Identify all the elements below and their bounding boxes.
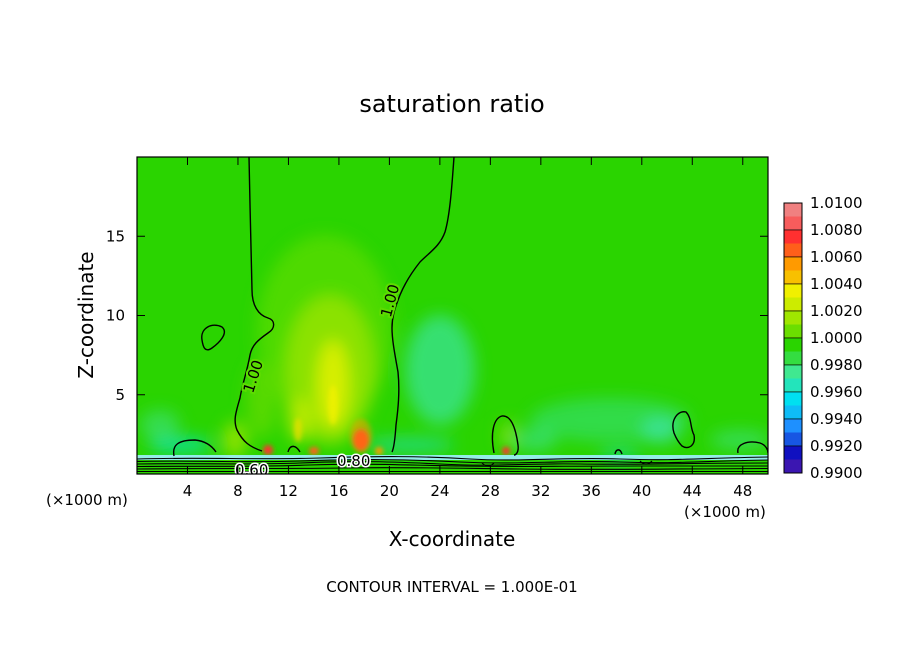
colorbar-level-label: 1.0100 <box>810 194 863 212</box>
x-axis: 4 8 12 16 20 24 28 32 36 40 44 48 <box>183 157 752 500</box>
y-tick-label: 15 <box>106 227 125 245</box>
colorbar-level-label: 1.0080 <box>810 221 863 239</box>
surface-band <box>137 455 768 460</box>
colorbar-level-label: 1.0000 <box>810 329 863 347</box>
colorbar-blend <box>784 297 802 311</box>
y-tick-label: 10 <box>106 307 125 325</box>
y-axis: 5 10 15 <box>106 227 768 404</box>
contour-label: 0.60 <box>235 461 268 479</box>
y-tick-label: 5 <box>115 386 125 404</box>
plot-area: 1.00 1.00 0.60 0.80 <box>137 157 768 479</box>
contour-1.00 <box>172 157 768 457</box>
chart-title: saturation ratio <box>359 90 544 118</box>
x-axis-label: X-coordinate <box>389 527 516 551</box>
contour-label: 0.80 <box>337 452 370 470</box>
x-tick-label: 28 <box>481 482 500 500</box>
colorbar-blend <box>784 405 802 419</box>
x-unit-left: (×1000 m) <box>46 491 128 509</box>
x-tick-label: 40 <box>632 482 651 500</box>
colorbar-level-label: 0.9920 <box>810 437 863 455</box>
colorbar-blend <box>784 351 802 365</box>
colorbar-level-label: 0.9940 <box>810 410 863 428</box>
contour-interval-note: CONTOUR INTERVAL = 1.000E-01 <box>326 578 577 596</box>
x-tick-label: 44 <box>683 482 702 500</box>
colorbar-blend <box>784 243 802 257</box>
colorbar-blend <box>784 216 802 230</box>
contour-labels: 1.00 1.00 0.60 0.80 <box>234 280 406 479</box>
x-tick-label: 32 <box>531 482 550 500</box>
colorbar-level-label: 1.0020 <box>810 302 863 320</box>
colorbar: 1.0100 1.0080 1.0060 1.0040 1.0020 1.0000 0.99… <box>783 194 863 482</box>
x-tick-label: 12 <box>279 482 298 500</box>
x-tick-label: 20 <box>380 482 399 500</box>
colorbar-blend <box>784 378 802 392</box>
colorbar-frame <box>783 202 803 474</box>
x-tick-label: 48 <box>733 482 752 500</box>
x-tick-label: 8 <box>233 482 243 500</box>
y-axis-label: Z-coordinate <box>74 251 98 378</box>
x-tick-label: 16 <box>329 482 348 500</box>
x-unit-right: (×1000 m) <box>684 503 766 521</box>
colorbar-level-label: 1.0040 <box>810 275 863 293</box>
x-tick-label: 4 <box>183 482 193 500</box>
hot-spots <box>263 385 510 455</box>
x-tick-label: 36 <box>582 482 601 500</box>
color-field <box>140 235 768 460</box>
colorbar-blend <box>784 324 802 338</box>
colorbar-level-label: 1.0060 <box>810 248 863 266</box>
colorbar-blend <box>784 459 802 473</box>
colorbar-level-label: 0.9980 <box>810 356 863 374</box>
x-tick-label: 24 <box>430 482 449 500</box>
colorbar-level-label: 0.9900 <box>810 464 863 482</box>
colorbar-level-label: 0.9960 <box>810 383 863 401</box>
colorbar-blend <box>784 270 802 284</box>
colorbar-blend <box>784 432 802 446</box>
surface-contours <box>137 456 768 473</box>
